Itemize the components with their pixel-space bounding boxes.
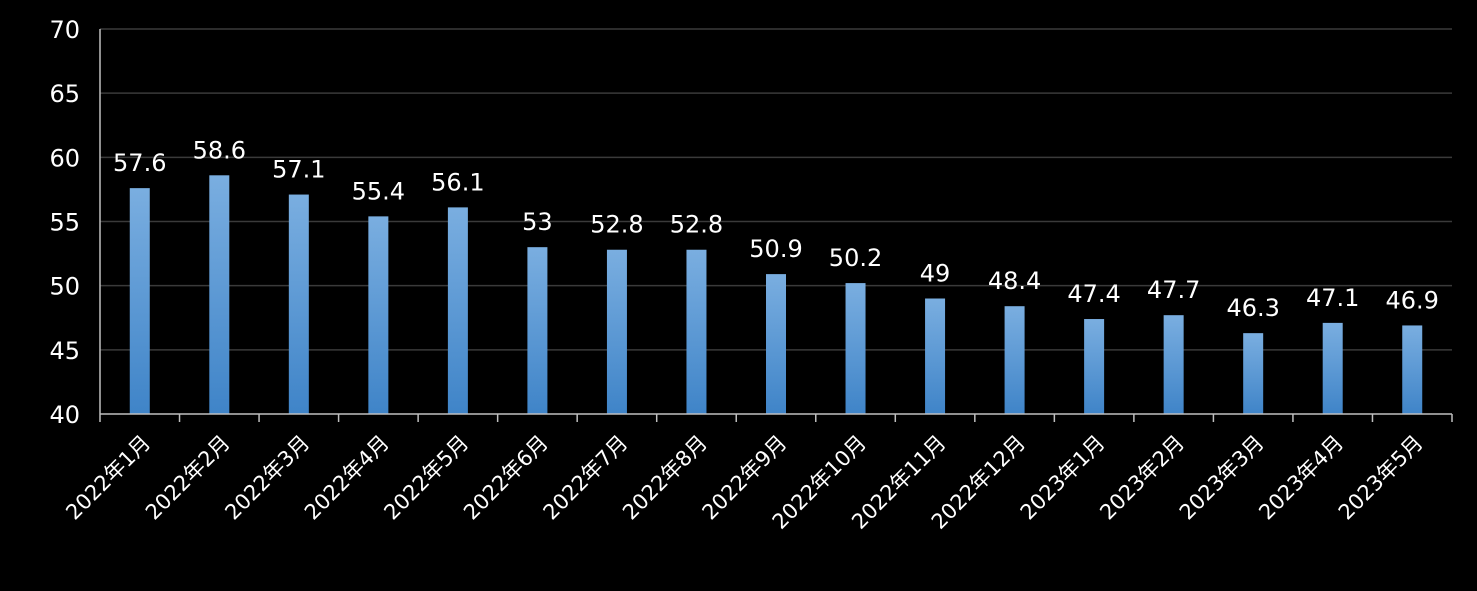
y-tick-label: 55 (49, 209, 80, 237)
bar (686, 249, 707, 414)
bar (606, 249, 627, 414)
bar (209, 175, 230, 414)
data-label: 47.7 (1147, 276, 1200, 304)
bar (1084, 319, 1105, 414)
y-tick-label: 50 (49, 273, 80, 301)
x-tick-label: 2023年4月 (1254, 431, 1348, 525)
data-label: 58.6 (193, 136, 246, 164)
y-tick-label: 65 (49, 80, 80, 108)
bar (129, 188, 150, 414)
x-tick-label: 2023年1月 (1016, 431, 1110, 525)
x-tick-label: 2023年3月 (1175, 431, 1269, 525)
data-label: 50.2 (829, 244, 882, 272)
data-label: 48.4 (988, 267, 1041, 295)
bar (527, 247, 548, 414)
data-label: 46.3 (1226, 294, 1279, 322)
x-tick-label: 2022年1月 (61, 431, 155, 525)
data-label: 56.1 (431, 168, 484, 196)
data-label: 55.4 (352, 177, 405, 205)
data-label: 49 (920, 260, 951, 288)
bar (1004, 306, 1025, 414)
bar (368, 216, 389, 414)
y-tick-label: 45 (49, 337, 80, 365)
data-label: 47.4 (1067, 280, 1120, 308)
data-label: 53 (522, 208, 553, 236)
data-label: 46.9 (1386, 286, 1439, 314)
bar (288, 194, 309, 414)
data-label: 57.6 (113, 149, 166, 177)
bar (1243, 333, 1264, 414)
bar (845, 283, 866, 414)
x-tick-label: 2022年2月 (141, 431, 235, 525)
x-tick-label: 2022年3月 (220, 431, 314, 525)
x-tick-label: 2023年2月 (1095, 431, 1189, 525)
y-tick-label: 40 (49, 401, 80, 429)
y-tick-label: 60 (49, 144, 80, 172)
data-label: 57.1 (272, 156, 325, 184)
bar (447, 207, 468, 414)
x-tick-label: 2022年8月 (618, 431, 712, 525)
data-label: 50.9 (749, 235, 802, 263)
bar (1402, 325, 1423, 414)
x-tick-label: 2023年5月 (1334, 431, 1428, 525)
data-label: 52.8 (670, 211, 723, 239)
x-tick-label: 2022年4月 (300, 431, 394, 525)
data-label: 47.1 (1306, 284, 1359, 312)
bar (1163, 315, 1184, 414)
data-label: 52.8 (590, 211, 643, 239)
x-tick-label: 2022年5月 (380, 431, 474, 525)
bar (1322, 322, 1343, 414)
y-tick-label: 70 (49, 16, 80, 44)
bar (925, 298, 946, 414)
x-tick-label: 2022年7月 (539, 431, 633, 525)
x-tick-label: 2022年6月 (459, 431, 553, 525)
bar (766, 274, 786, 414)
